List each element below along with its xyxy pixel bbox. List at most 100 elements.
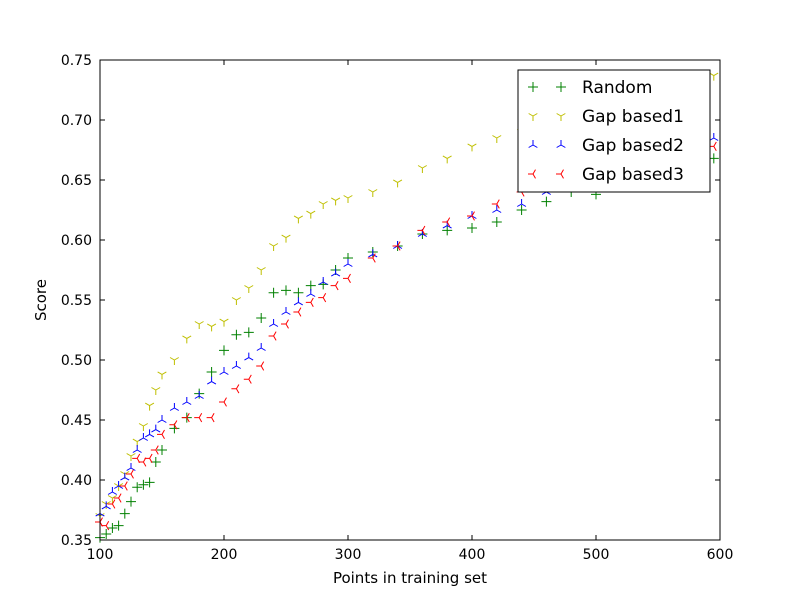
legend-marker (556, 169, 564, 179)
data-point (393, 179, 403, 188)
legend-marker (528, 140, 538, 148)
data-point (293, 287, 304, 298)
data-point (151, 387, 161, 395)
data-point (169, 403, 179, 411)
legend-label: Gap based1 (582, 107, 684, 127)
data-point (281, 285, 291, 296)
data-point (269, 319, 279, 327)
data-point (181, 413, 190, 423)
data-point (182, 397, 192, 405)
data-point (145, 429, 155, 438)
data-point (107, 487, 117, 495)
data-point (417, 165, 427, 173)
data-point (293, 307, 302, 317)
data-point (331, 268, 341, 277)
data-point (219, 367, 229, 375)
data-point (126, 469, 134, 479)
data-point (293, 297, 303, 306)
data-point (231, 329, 242, 340)
legend: Random Gap based1 Gap based2 Gap based3 (517, 69, 711, 193)
data-point (150, 445, 159, 455)
data-point (305, 297, 314, 307)
data-point (101, 521, 110, 531)
data-point (343, 259, 353, 267)
x-tick-label: 300 (335, 547, 362, 563)
data-point (256, 361, 265, 371)
data-point (256, 267, 266, 275)
legend-entry: Gap based3 (528, 165, 684, 185)
data-point (243, 327, 254, 338)
data-point (114, 483, 124, 491)
data-point (268, 287, 279, 298)
data-point (126, 496, 136, 507)
data-point (442, 155, 452, 164)
data-point (417, 225, 426, 235)
x-tick-label: 100 (87, 547, 114, 563)
legend-entry: Gap based1 (528, 107, 684, 127)
data-point (318, 277, 328, 285)
data-point (132, 445, 142, 453)
legend-label: Gap based3 (582, 165, 684, 185)
data-point (517, 199, 527, 207)
y-tick-label: 0.55 (61, 293, 92, 309)
data-point (107, 523, 118, 533)
data-point (256, 343, 266, 351)
data-point (330, 281, 339, 291)
data-point (293, 215, 303, 224)
data-point (107, 499, 116, 509)
y-tick-label: 0.45 (61, 413, 92, 429)
x-tick-label: 500 (583, 547, 610, 563)
data-point (138, 423, 148, 431)
data-point (206, 367, 217, 377)
data-point (132, 482, 143, 493)
data-point (101, 501, 111, 510)
x-axis-label: Points in training set (333, 569, 487, 587)
data-point (169, 357, 179, 365)
data-point (491, 199, 500, 209)
data-point (467, 223, 477, 233)
y-tick-label: 0.60 (61, 233, 92, 249)
y-axis-label: Score (32, 279, 50, 321)
data-point (144, 477, 155, 488)
data-point (343, 273, 351, 283)
data-point (145, 402, 155, 411)
data-point (231, 361, 241, 369)
legend-label: Gap based2 (582, 136, 684, 156)
data-point (157, 445, 167, 455)
data-point (368, 249, 378, 258)
y-tick-label: 0.65 (61, 173, 92, 189)
legend-marker (528, 82, 538, 92)
y-tick-label: 0.50 (61, 353, 92, 369)
y-tick-label: 0.40 (61, 473, 92, 489)
points-layer (95, 72, 719, 543)
data-point (442, 217, 451, 227)
legend-entry: Random (528, 78, 652, 98)
data-point (138, 433, 148, 441)
data-point (281, 234, 291, 243)
data-point (231, 297, 241, 305)
data-point (281, 319, 289, 329)
data-point (492, 205, 502, 213)
data-point (157, 429, 165, 439)
data-point (491, 217, 502, 227)
data-point (138, 479, 149, 490)
data-point (194, 413, 203, 423)
data-point (194, 321, 204, 329)
data-point (467, 143, 477, 152)
legend-entry: Gap based2 (528, 136, 684, 156)
data-point (151, 424, 161, 433)
data-point (219, 318, 229, 327)
data-point (231, 384, 240, 394)
data-point (219, 397, 227, 407)
data-point (101, 529, 112, 539)
legend-marker (556, 82, 566, 92)
data-point (157, 371, 167, 380)
data-point (219, 345, 229, 356)
data-point (169, 420, 178, 430)
data-point (207, 376, 217, 385)
data-point (157, 415, 167, 423)
data-point (269, 243, 279, 251)
legend-box (517, 69, 711, 193)
